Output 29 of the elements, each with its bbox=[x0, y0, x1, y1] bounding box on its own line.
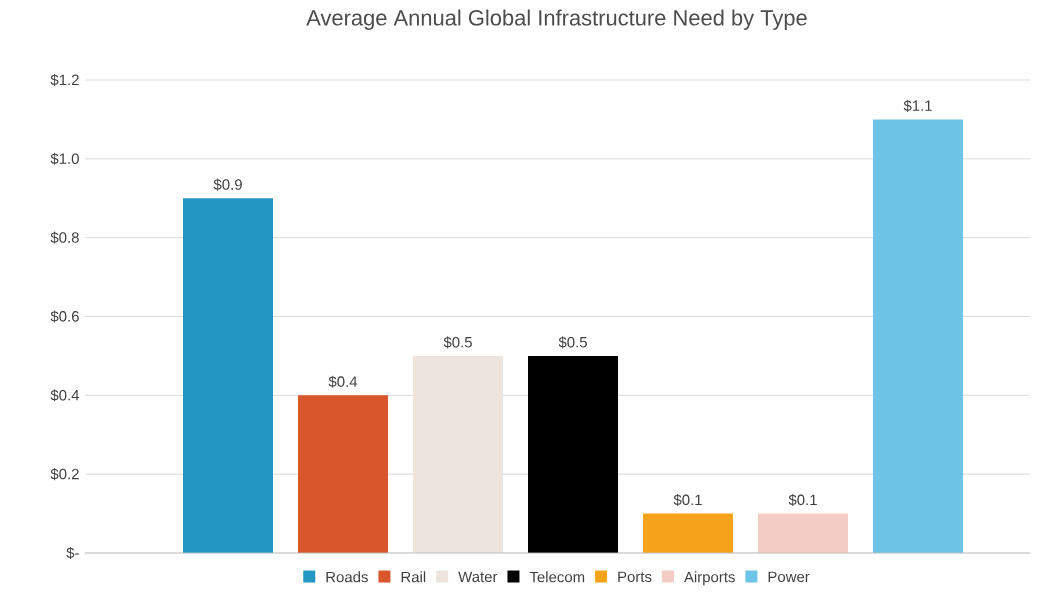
bar bbox=[528, 355, 619, 553]
legend-label: Water bbox=[458, 571, 498, 583]
y-tick-label: $1.2 bbox=[50, 73, 79, 87]
data-label: $0.9 bbox=[213, 178, 242, 191]
bar bbox=[183, 198, 274, 553]
legend-label: Rail bbox=[401, 571, 426, 583]
legend-label: Ports bbox=[618, 571, 652, 583]
data-label: $0.5 bbox=[443, 336, 472, 349]
bar bbox=[758, 513, 849, 553]
y-tick-label: $0.6 bbox=[50, 310, 79, 323]
y-tick-label: $0.4 bbox=[50, 389, 80, 402]
bar bbox=[298, 395, 389, 553]
chart-title: Average Annual Global Infrastructure Need by Type bbox=[306, 9, 807, 30]
legend-label: Power bbox=[768, 571, 810, 583]
data-label: $0.1 bbox=[673, 493, 702, 507]
data-label: $0.4 bbox=[328, 375, 358, 388]
y-tick-label: $- bbox=[66, 546, 79, 560]
bar bbox=[873, 119, 964, 553]
y-tick-label: $0.2 bbox=[50, 468, 79, 481]
bar bbox=[413, 355, 504, 553]
bar bbox=[643, 513, 734, 553]
y-tick-label: $1.0 bbox=[50, 152, 79, 165]
legend-label: Roads bbox=[326, 571, 368, 583]
data-label: $0.1 bbox=[788, 493, 817, 507]
data-label: $1.1 bbox=[903, 99, 932, 112]
data-label: $0.5 bbox=[558, 336, 587, 349]
legend-label: Telecom bbox=[529, 571, 585, 583]
y-tick-label: $0.8 bbox=[50, 231, 79, 244]
legend-label: Airports bbox=[683, 571, 735, 586]
